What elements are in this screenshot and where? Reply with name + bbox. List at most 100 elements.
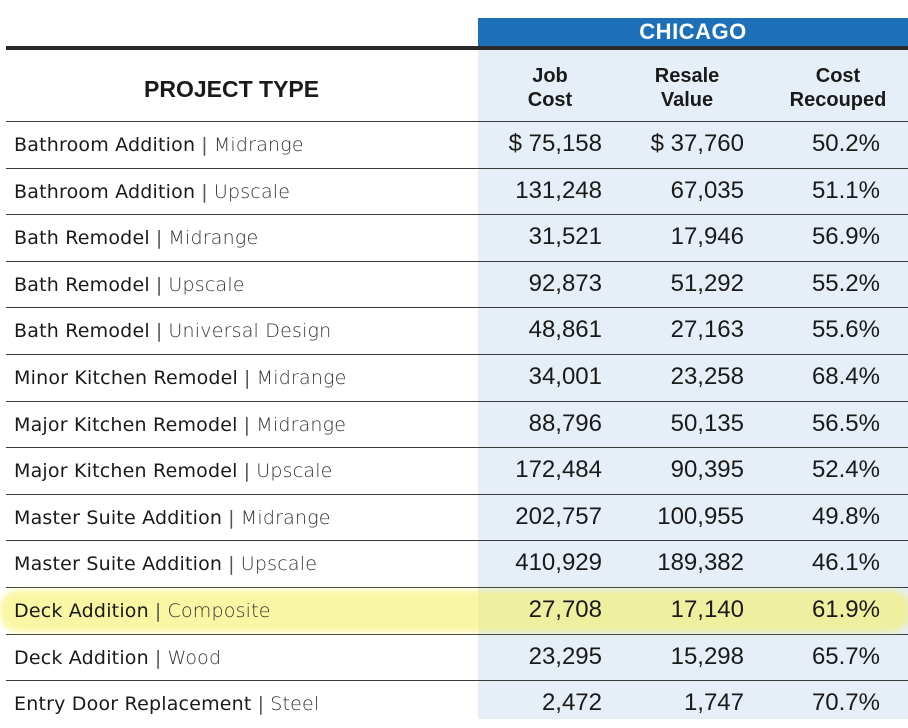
resale-value-cell: 50,135 <box>670 409 744 437</box>
project-variant: Upscale <box>240 553 318 576</box>
cost-recouped-cell: 46.1% <box>811 549 880 577</box>
table-row: Master Suite Addition | Upscale 410,929 189,… <box>6 541 908 588</box>
project-label: Bath Remodel | Upscale <box>14 274 245 296</box>
project-variant: Universal Design <box>168 320 332 343</box>
resale-value-cell: 17,946 <box>670 223 744 251</box>
separator: | <box>257 693 265 716</box>
separator: | <box>201 134 208 156</box>
project-name: Master Suite Addition <box>14 553 223 576</box>
project-variant: Midrange <box>240 506 331 529</box>
project-name: Bath Remodel <box>14 227 150 250</box>
table-header: PROJECT TYPE Job Cost Resale Value Cost … <box>6 50 908 122</box>
job-cost-cell: 88,796 <box>528 409 602 437</box>
cost-recouped-cell: 68.4% <box>811 362 880 390</box>
project-name: Major Kitchen Remodel <box>14 413 238 436</box>
project-name: Bath Remodel <box>14 273 150 296</box>
resale-value-cell: 100,955 <box>657 502 744 530</box>
table-row: Deck Addition | Wood 23,295 15,298 65.7% <box>6 635 908 682</box>
table-row: Major Kitchen Remodel | Midrange 88,796 50,1… <box>6 402 908 449</box>
table-row: Bathroom Addition | Midrange $ 75,158 $ 37,7… <box>6 122 908 169</box>
project-name: Deck Addition <box>14 599 149 622</box>
separator: | <box>243 460 251 483</box>
separator: | <box>228 553 235 576</box>
job-cost-cell: 48,861 <box>528 316 602 344</box>
project-label: Bath Remodel | Universal Design <box>14 320 331 342</box>
separator: | <box>201 180 208 203</box>
project-name: Bath Remodel <box>14 320 150 343</box>
table-row: Bathroom Addition | Upscale 131,248 67,035 51… <box>6 169 908 216</box>
job-cost-cell: 410,929 <box>515 549 602 577</box>
cost-recouped-cell: 65.7% <box>811 642 880 670</box>
project-label: Bathroom Addition | Upscale <box>14 181 290 203</box>
project-variant: Midrange <box>168 227 259 250</box>
job-cost-cell: 27,708 <box>528 595 602 623</box>
resale-value-cell: 67,035 <box>670 176 744 204</box>
project-name: Bathroom Addition <box>14 180 196 203</box>
job-cost-cell: 92,873 <box>528 269 602 297</box>
project-name: Deck Addition <box>14 646 149 669</box>
cost-recouped-cell: 56.5% <box>811 409 880 437</box>
table-row: Bath Remodel | Midrange 31,521 17,946 56.9% <box>6 215 908 262</box>
job-cost-cell: 23,295 <box>528 642 602 670</box>
resale-value-cell: 27,163 <box>670 316 744 344</box>
project-label: Minor Kitchen Remodel | Midrange <box>14 367 347 389</box>
resale-value-cell: 51,292 <box>670 269 744 297</box>
cost-recouped-cell: 51.1% <box>811 176 880 204</box>
table-row: Minor Kitchen Remodel | Midrange 34,001 23,2… <box>6 355 908 402</box>
project-label: Deck Addition | Wood <box>14 647 221 669</box>
table-row: Bath Remodel | Universal Design 48,861 27,16… <box>6 308 908 355</box>
table-row: Major Kitchen Remodel | Upscale 172,484 90,3… <box>6 448 908 495</box>
project-label: Entry Door Replacement | Steel <box>14 693 319 715</box>
job-cost-cell: 172,484 <box>515 456 602 484</box>
project-variant: Upscale <box>213 180 291 203</box>
project-variant: Midrange <box>213 134 304 156</box>
project-variant: Composite <box>167 599 271 622</box>
cost-recouped-header: Cost Recouped <box>789 65 887 111</box>
table-row: Bath Remodel | Upscale 92,873 51,292 55.2% <box>6 262 908 309</box>
job-cost-header: Job Cost <box>527 65 573 111</box>
project-label: Deck Addition | Composite <box>14 600 271 622</box>
cost-recouped-cell: 55.6% <box>811 316 880 344</box>
project-name: Bathroom Addition <box>14 134 196 156</box>
project-label: Master Suite Addition | Midrange <box>14 507 331 529</box>
project-label: Master Suite Addition | Upscale <box>14 553 317 575</box>
separator: | <box>155 273 163 296</box>
separator: | <box>244 366 251 389</box>
resale-value-cell: 90,395 <box>670 456 744 484</box>
table-row: Entry Door Replacement | Steel 2,472 1,747 70… <box>6 681 908 728</box>
project-variant: Midrange <box>256 366 347 389</box>
resale-value-header: Resale Value <box>654 65 720 111</box>
job-cost-cell: 31,521 <box>528 223 602 251</box>
separator: | <box>243 413 251 436</box>
cost-recouped-cell: 55.2% <box>811 269 880 297</box>
project-type-header: PROJECT TYPE <box>144 76 320 102</box>
resale-value-cell: $ 37,760 <box>650 130 744 157</box>
project-label: Bathroom Addition | Midrange <box>14 134 304 156</box>
cost-recouped-cell: 50.2% <box>811 130 880 157</box>
resale-value-cell: 17,140 <box>670 595 744 623</box>
cost-recouped-cell: 70.7% <box>811 689 880 717</box>
table-row-highlighted: Deck Addition | Composite 27,708 17,140 61.9% <box>6 588 908 635</box>
cost-recouped-cell: 52.4% <box>811 456 880 484</box>
project-name: Entry Door Replacement <box>14 693 252 716</box>
project-label: Major Kitchen Remodel | Upscale <box>14 460 333 482</box>
project-variant: Upscale <box>256 460 333 483</box>
resale-value-cell: 1,747 <box>683 689 744 717</box>
cost-recouped-cell: 61.9% <box>811 595 880 623</box>
project-name: Major Kitchen Remodel <box>14 460 238 483</box>
cost-recouped-cell: 49.8% <box>811 502 880 530</box>
separator: | <box>155 320 163 343</box>
job-cost-cell: 202,757 <box>515 502 602 530</box>
project-name: Master Suite Addition <box>14 506 223 529</box>
separator: | <box>155 227 163 250</box>
job-cost-cell: $ 75,158 <box>508 130 602 157</box>
project-variant: Midrange <box>256 413 347 436</box>
table-body: Bathroom Addition | Midrange $ 75,158 $ 37,7… <box>6 122 908 728</box>
resale-value-cell: 189,382 <box>657 549 744 577</box>
separator: | <box>154 646 162 669</box>
job-cost-cell: 34,001 <box>528 362 602 390</box>
project-variant: Steel <box>270 693 320 716</box>
project-label: Major Kitchen Remodel | Midrange <box>14 414 346 436</box>
separator: | <box>228 506 235 529</box>
resale-value-cell: 15,298 <box>670 642 744 670</box>
